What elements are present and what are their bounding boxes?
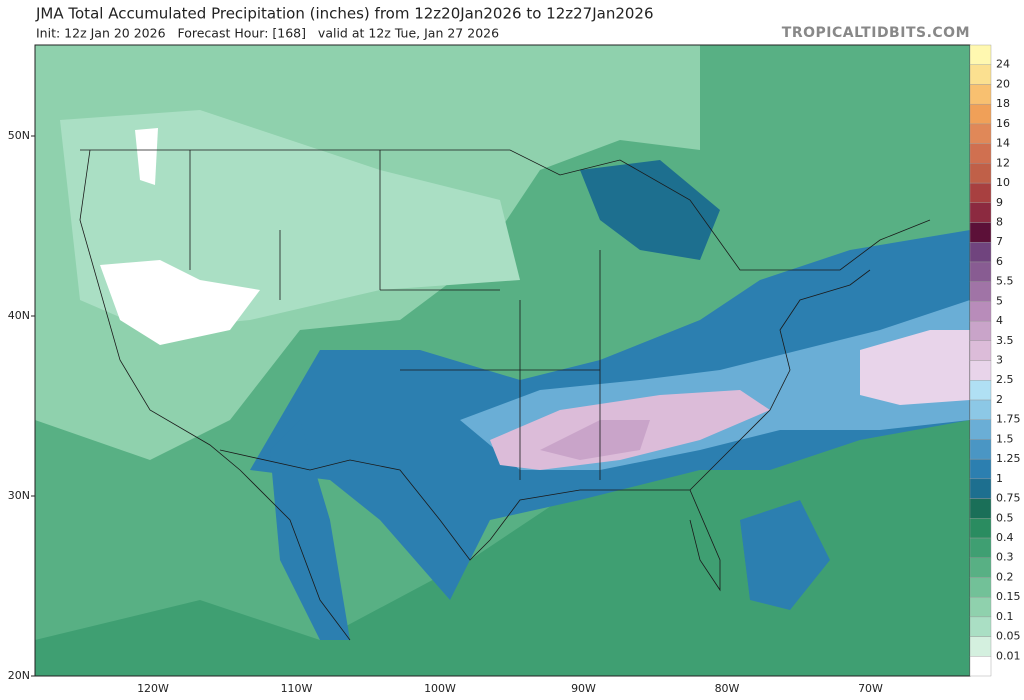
colorbar-box <box>969 320 992 341</box>
colorbar-box <box>969 103 992 125</box>
colorbar-box <box>969 380 992 401</box>
colorbar-box <box>969 123 992 144</box>
subtitle: Init: 12z Jan 20 2026 Forecast Hour: [16… <box>36 26 499 41</box>
lon-label: 90W <box>571 682 596 695</box>
lon-label: 120W <box>137 682 169 695</box>
colorbar-label: 9 <box>996 196 1003 209</box>
colorbar-label: 1.25 <box>996 452 1021 465</box>
site: TROPICALTIDBITS.COM <box>782 25 970 41</box>
colorbar-box <box>969 222 992 243</box>
colorbar-box <box>969 478 992 499</box>
colorbar-box <box>969 301 992 322</box>
colorbar-box <box>969 498 992 519</box>
colorbar-box <box>969 84 992 105</box>
colorbar-label: 1.75 <box>996 413 1021 426</box>
colorbar-box <box>969 261 992 282</box>
lon-label: 80W <box>715 682 740 695</box>
colorbar-label: 0.75 <box>996 492 1021 505</box>
colorbar-box <box>969 202 992 223</box>
lon-label: 100W <box>424 682 456 695</box>
colorbar-label: 2 <box>996 393 1003 406</box>
colorbar-label: 24 <box>996 58 1010 71</box>
colorbar-label: 7 <box>996 235 1003 248</box>
colorbar-box <box>969 241 992 263</box>
colorbar-label: 2.5 <box>996 373 1014 386</box>
lon-label: 110W <box>281 682 313 695</box>
colorbar-label: 16 <box>996 117 1010 130</box>
colorbar-label: 0.1 <box>996 610 1014 623</box>
colorbar-box <box>969 656 992 677</box>
colorbar-box <box>969 596 992 618</box>
colorbar-box <box>969 360 992 381</box>
colorbar-label: 0.5 <box>996 511 1014 524</box>
colorbar-box <box>969 537 992 558</box>
colorbar-box <box>969 557 992 578</box>
title: JMA Total Accumulated Precipitation (inc… <box>35 5 654 23</box>
lat-label: 40N <box>8 309 30 322</box>
colorbar-box <box>969 44 992 65</box>
colorbar-box <box>969 419 992 440</box>
colorbar-box <box>969 399 992 420</box>
colorbar-label: 0.2 <box>996 570 1014 583</box>
colorbar-label: 0.4 <box>996 531 1014 544</box>
colorbar-box <box>969 163 992 184</box>
colorbar-label: 8 <box>996 215 1003 228</box>
colorbar-label: 14 <box>996 137 1010 150</box>
colorbar-box <box>969 636 992 657</box>
colorbar-box <box>969 182 992 203</box>
colorbar-label: 5.5 <box>996 275 1014 288</box>
colorbar-label: 18 <box>996 97 1010 110</box>
colorbar-box <box>969 518 992 539</box>
map <box>35 45 970 676</box>
colorbar-box <box>969 577 992 598</box>
colorbar-label: 0.3 <box>996 551 1014 564</box>
lon-label: 70W <box>858 682 883 695</box>
colorbar-box <box>969 64 992 85</box>
colorbar-label: 5 <box>996 294 1003 307</box>
colorbar-box <box>969 439 992 460</box>
colorbar-box <box>969 143 992 164</box>
colorbar-label: 10 <box>996 176 1010 189</box>
colorbar-box <box>969 281 992 302</box>
lat-label: 20N <box>8 669 30 682</box>
colorbar-box <box>969 458 992 480</box>
lat-label: 50N <box>8 129 30 142</box>
colorbar-label: 4 <box>996 314 1003 327</box>
colorbar-label: 1.5 <box>996 432 1014 445</box>
colorbar-box <box>969 340 992 361</box>
colorbar-label: 0.15 <box>996 590 1021 603</box>
colorbar-label: 3.5 <box>996 334 1014 347</box>
colorbar-label: 6 <box>996 255 1003 268</box>
colorbar-label: 0.05 <box>996 630 1021 643</box>
colorbar-label: 12 <box>996 156 1010 169</box>
colorbar-label: 1 <box>996 472 1003 485</box>
colorbar-label: 3 <box>996 354 1003 367</box>
lat-label: 30N <box>8 489 30 502</box>
colorbar-label: 0.01 <box>996 649 1021 662</box>
colorbar-box <box>969 616 992 637</box>
colorbar-label: 20 <box>996 77 1010 90</box>
